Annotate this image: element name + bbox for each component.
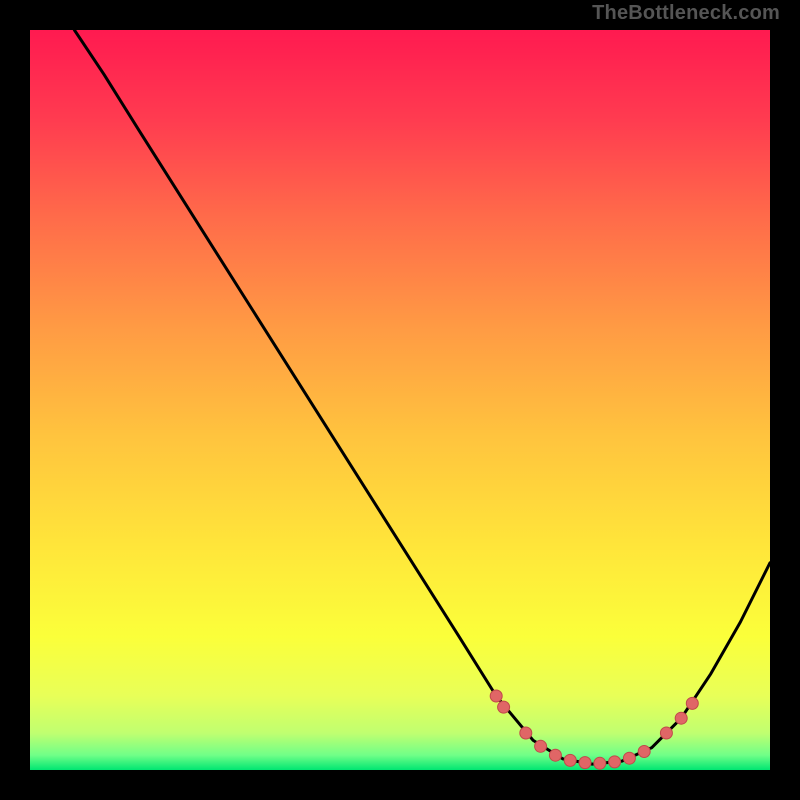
curve-marker	[660, 727, 672, 739]
curve-marker	[498, 701, 510, 713]
attribution-text: TheBottleneck.com	[592, 2, 780, 25]
curve-marker	[579, 757, 591, 769]
chart-canvas: TheBottleneck.com	[0, 0, 800, 800]
curve-marker	[549, 749, 561, 761]
curve-marker	[520, 727, 532, 739]
curve-path	[74, 30, 770, 764]
curve-marker	[675, 712, 687, 724]
curve-marker	[564, 754, 576, 766]
curve-marker	[638, 746, 650, 758]
curve-marker	[686, 697, 698, 709]
curve-marker	[623, 752, 635, 764]
curve-marker	[594, 757, 606, 769]
bottleneck-curve	[30, 30, 770, 770]
curve-marker	[609, 756, 621, 768]
curve-marker	[535, 740, 547, 752]
curve-marker	[490, 690, 502, 702]
plot-area	[30, 30, 770, 770]
